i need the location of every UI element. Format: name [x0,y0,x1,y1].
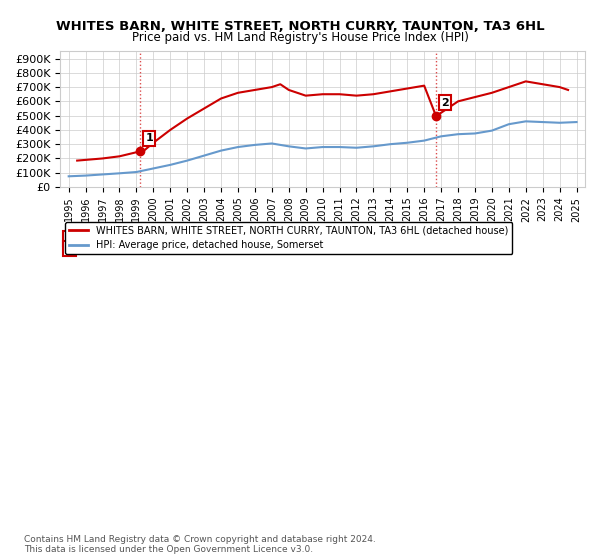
Text: 54% ↑ HPI: 54% ↑ HPI [349,244,409,254]
Text: WHITES BARN, WHITE STREET, NORTH CURRY, TAUNTON, TA3 6HL: WHITES BARN, WHITE STREET, NORTH CURRY, … [56,20,544,32]
Text: £499,950: £499,950 [228,244,281,254]
Text: 1: 1 [145,133,153,143]
Text: 1: 1 [65,234,73,244]
Text: Price paid vs. HM Land Registry's House Price Index (HPI): Price paid vs. HM Land Registry's House … [131,31,469,44]
Text: 135% ↑ HPI: 135% ↑ HPI [349,234,415,244]
Text: 26-MAR-1999: 26-MAR-1999 [97,234,172,244]
Text: 2: 2 [65,244,73,254]
Text: £249,995: £249,995 [228,234,281,244]
Text: Contains HM Land Registry data © Crown copyright and database right 2024.
This d: Contains HM Land Registry data © Crown c… [24,535,376,554]
Text: 08-SEP-2016: 08-SEP-2016 [97,244,168,254]
Legend: WHITES BARN, WHITE STREET, NORTH CURRY, TAUNTON, TA3 6HL (detached house), HPI: : WHITES BARN, WHITE STREET, NORTH CURRY, … [65,222,512,254]
Text: 2: 2 [441,97,449,108]
